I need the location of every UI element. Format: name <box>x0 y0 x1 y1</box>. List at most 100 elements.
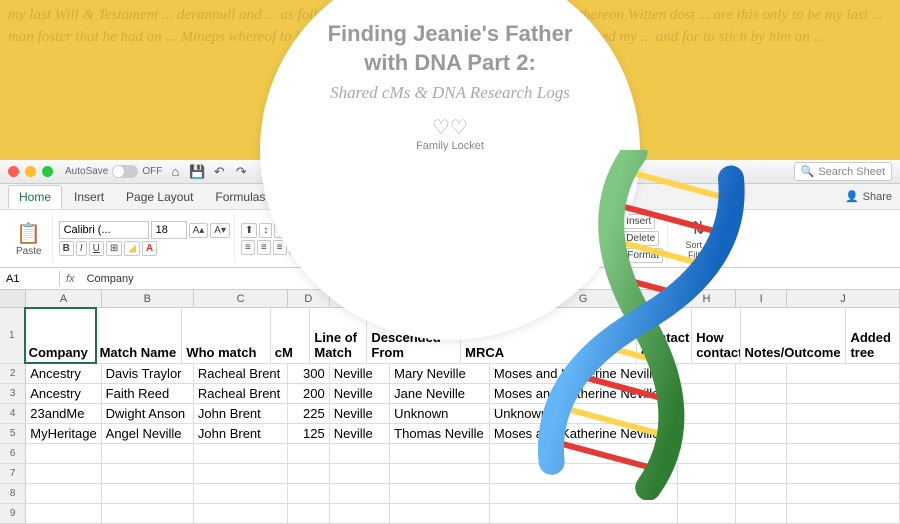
cell-D3[interactable]: 200 <box>288 384 330 403</box>
cell-H5[interactable] <box>678 424 737 443</box>
cell-A5[interactable]: MyHeritage <box>26 424 101 443</box>
row-header[interactable]: 2 <box>0 364 26 383</box>
cell-E3[interactable]: Neville <box>330 384 390 403</box>
cell-H3[interactable] <box>678 384 737 403</box>
cell-I2[interactable] <box>736 364 787 383</box>
redo-icon[interactable]: ↷ <box>232 163 250 181</box>
cell-B6[interactable] <box>102 444 194 463</box>
cell-C7[interactable] <box>194 464 288 483</box>
cell-D8[interactable] <box>288 484 330 503</box>
cell-B1[interactable]: Match Name <box>96 308 183 363</box>
col-I[interactable]: I <box>736 290 787 307</box>
cell-H8[interactable] <box>678 484 737 503</box>
underline-button[interactable]: U <box>89 241 104 256</box>
cell-I5[interactable] <box>736 424 787 443</box>
tab-page-layout[interactable]: Page Layout <box>116 186 203 208</box>
cell-E7[interactable] <box>330 464 390 483</box>
row-header[interactable]: 4 <box>0 404 26 423</box>
cell-H4[interactable] <box>678 404 737 423</box>
cell-I1[interactable]: How contact <box>692 308 740 363</box>
cell-G6[interactable] <box>490 444 678 463</box>
cell-I3[interactable] <box>736 384 787 403</box>
cell-J7[interactable] <box>787 464 900 483</box>
cell-J4[interactable] <box>787 404 900 423</box>
row-header[interactable]: 3 <box>0 384 26 403</box>
border-button[interactable]: ⊞ <box>106 241 122 256</box>
row-header[interactable]: 9 <box>0 504 26 523</box>
cell-D7[interactable] <box>288 464 330 483</box>
cell-F6[interactable] <box>390 444 490 463</box>
cell-A7[interactable] <box>26 464 101 483</box>
cell-A2[interactable]: Ancestry <box>26 364 101 383</box>
cell-D1[interactable]: cM <box>271 308 311 363</box>
cell-J1[interactable]: Notes/Outcome <box>741 308 847 363</box>
home-icon[interactable]: ⌂ <box>166 163 184 181</box>
minimize-button[interactable] <box>25 166 36 177</box>
cell-D4[interactable]: 225 <box>288 404 330 423</box>
cell-A4[interactable]: 23andMe <box>26 404 101 423</box>
cell-A1[interactable]: Company <box>25 308 96 363</box>
cell-J9[interactable] <box>787 504 900 523</box>
cell-G3[interactable]: Moses and Katherine Neville <box>490 384 678 403</box>
cell-I4[interactable] <box>736 404 787 423</box>
align-center-button[interactable]: ≡ <box>257 240 271 255</box>
cell-J6[interactable] <box>787 444 900 463</box>
cell-D6[interactable] <box>288 444 330 463</box>
align-left-button[interactable]: ≡ <box>241 240 255 255</box>
cell-G5[interactable]: Moses and Katherine Neville <box>490 424 678 443</box>
close-button[interactable] <box>8 166 19 177</box>
col-B[interactable]: B <box>102 290 194 307</box>
cell-B3[interactable]: Faith Reed <box>102 384 194 403</box>
size-selector[interactable]: 18 <box>151 221 187 239</box>
cell-G8[interactable] <box>490 484 678 503</box>
cell-B2[interactable]: Davis Traylor <box>102 364 194 383</box>
cell-H2[interactable] <box>678 364 737 383</box>
cell-C4[interactable]: John Brent <box>194 404 288 423</box>
cell-J2[interactable] <box>787 364 900 383</box>
tab-home[interactable]: Home <box>8 185 62 209</box>
col-C[interactable]: C <box>194 290 288 307</box>
share-button[interactable]: 👤 Share <box>845 190 892 203</box>
cell-C6[interactable] <box>194 444 288 463</box>
toggle-switch[interactable] <box>112 165 138 178</box>
cell-D9[interactable] <box>288 504 330 523</box>
col-H[interactable]: H <box>678 290 736 307</box>
name-box[interactable]: A1 <box>0 271 60 287</box>
cell-G7[interactable] <box>490 464 678 483</box>
zoom-button[interactable] <box>42 166 53 177</box>
row-1-header[interactable]: 1 <box>0 308 25 363</box>
cell-F7[interactable] <box>390 464 490 483</box>
cell-I6[interactable] <box>736 444 787 463</box>
cell-G2[interactable]: Moses and Katherine Neville <box>490 364 678 383</box>
font-color-button[interactable]: A <box>142 241 157 256</box>
cell-D5[interactable]: 125 <box>288 424 330 443</box>
cell-E9[interactable] <box>330 504 390 523</box>
cell-I9[interactable] <box>736 504 787 523</box>
select-all-corner[interactable] <box>0 290 26 307</box>
cell-E8[interactable] <box>330 484 390 503</box>
cell-A6[interactable] <box>26 444 101 463</box>
align-top-button[interactable]: ⬆ <box>241 223 257 238</box>
cell-E2[interactable]: Neville <box>330 364 390 383</box>
cell-G9[interactable] <box>490 504 678 523</box>
cell-H9[interactable] <box>678 504 737 523</box>
col-J[interactable]: J <box>787 290 900 307</box>
cell-C2[interactable]: Racheal Brent <box>194 364 288 383</box>
cell-J5[interactable] <box>787 424 900 443</box>
cell-C9[interactable] <box>194 504 288 523</box>
cell-F2[interactable]: Mary Neville <box>390 364 490 383</box>
autosave-toggle[interactable]: AutoSave OFF <box>65 165 162 178</box>
cell-H6[interactable] <box>678 444 737 463</box>
row-header[interactable]: 6 <box>0 444 26 463</box>
paste-button[interactable]: 📋 Paste <box>10 219 48 259</box>
cell-H1[interactable]: Contact date <box>637 308 692 363</box>
row-header[interactable]: 7 <box>0 464 26 483</box>
row-header[interactable]: 5 <box>0 424 26 443</box>
cell-E6[interactable] <box>330 444 390 463</box>
cell-A3[interactable]: Ancestry <box>26 384 101 403</box>
cell-E5[interactable]: Neville <box>330 424 390 443</box>
cell-G4[interactable]: Unknown <box>490 404 678 423</box>
cell-J8[interactable] <box>787 484 900 503</box>
cell-F5[interactable]: Thomas Neville <box>390 424 490 443</box>
save-icon[interactable]: 💾 <box>188 163 206 181</box>
